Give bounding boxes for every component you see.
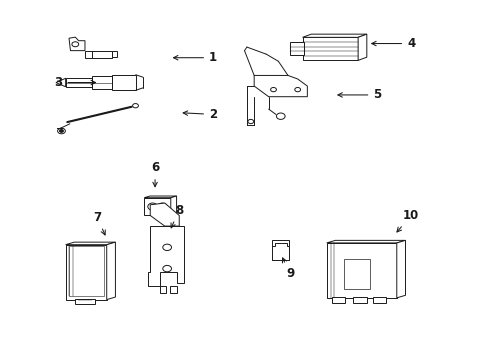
Circle shape: [294, 87, 300, 92]
Text: 9: 9: [282, 258, 294, 280]
Polygon shape: [170, 196, 176, 215]
Polygon shape: [150, 203, 179, 226]
Bar: [92, 76, 111, 89]
Polygon shape: [69, 37, 85, 51]
Bar: [331, 297, 345, 303]
Circle shape: [58, 128, 65, 134]
Circle shape: [72, 42, 79, 47]
Circle shape: [157, 203, 167, 210]
Bar: [302, 37, 357, 60]
Bar: [68, 247, 103, 296]
Circle shape: [276, 113, 285, 120]
Circle shape: [132, 104, 138, 108]
Bar: [160, 285, 165, 293]
Polygon shape: [396, 240, 405, 298]
Bar: [144, 198, 170, 215]
Text: 7: 7: [93, 211, 105, 235]
Polygon shape: [65, 242, 115, 245]
Text: 4: 4: [371, 37, 415, 50]
Text: 8: 8: [171, 204, 183, 228]
Bar: [65, 78, 92, 87]
Text: 6: 6: [151, 161, 159, 187]
Text: 10: 10: [396, 209, 419, 232]
Polygon shape: [302, 34, 366, 37]
Circle shape: [163, 265, 171, 272]
Polygon shape: [254, 76, 307, 97]
Text: 5: 5: [337, 89, 381, 102]
Bar: [290, 42, 304, 55]
Circle shape: [270, 87, 276, 92]
Circle shape: [163, 244, 171, 251]
Polygon shape: [56, 78, 65, 87]
Bar: [352, 297, 366, 303]
Circle shape: [60, 130, 63, 132]
Circle shape: [247, 120, 253, 123]
Bar: [169, 285, 177, 293]
Bar: [85, 51, 111, 58]
Polygon shape: [357, 34, 366, 60]
Text: 2: 2: [183, 108, 217, 121]
Polygon shape: [147, 226, 183, 286]
Bar: [111, 75, 136, 90]
Text: 3: 3: [54, 76, 95, 89]
Bar: [326, 243, 396, 298]
Polygon shape: [144, 196, 176, 198]
Polygon shape: [106, 242, 115, 300]
Polygon shape: [271, 240, 289, 246]
Bar: [75, 299, 95, 304]
Bar: [343, 259, 369, 289]
Bar: [65, 245, 106, 300]
Circle shape: [147, 203, 157, 210]
Polygon shape: [326, 240, 405, 243]
Text: 1: 1: [173, 51, 217, 64]
Bar: [372, 297, 386, 303]
Bar: [111, 51, 117, 57]
